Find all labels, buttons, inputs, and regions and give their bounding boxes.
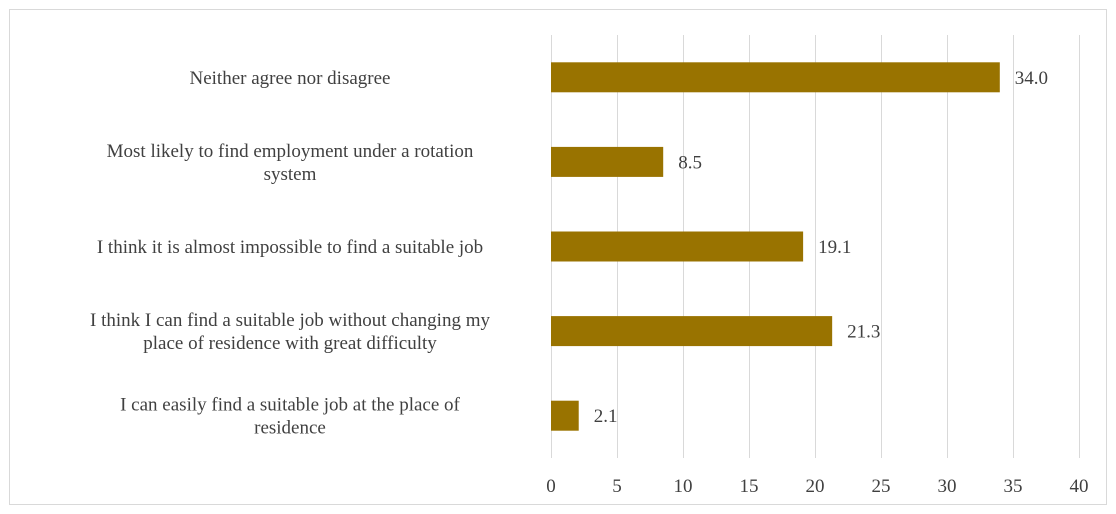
x-tick-label: 35 [1004,476,1023,497]
bar [551,316,833,347]
category-label: I can easily find a suitable job at the … [120,395,460,439]
category-label-line: Neither agree nor disagree [190,68,391,89]
category-label: Neither agree nor disagree [190,68,391,89]
category-label-line: I can easily find a suitable job at the … [120,395,460,416]
x-tick-label: 10 [674,476,693,497]
x-tick-label: 40 [1070,476,1089,497]
x-tick-label: 20 [806,476,825,497]
category-label: I think it is almost impossible to find … [97,237,483,258]
category-label-line: residence [254,418,326,439]
bar [551,400,579,431]
x-tick-label: 0 [546,476,556,497]
x-tick-label: 5 [612,476,622,497]
category-label-line: I think it is almost impossible to find … [97,237,483,258]
data-label: 8.5 [678,152,702,173]
bar [551,62,1000,93]
data-label: 2.1 [594,406,618,427]
data-label: 34.0 [1015,68,1048,89]
x-tick-label: 15 [740,476,759,497]
x-axis-tick-labels: 0 5 10 15 20 25 30 35 40 [546,476,1088,497]
category-label: I think I can find a suitable job withou… [90,310,490,354]
gridlines [551,35,1080,458]
category-label-line: I think I can find a suitable job withou… [90,310,490,331]
category-labels: Neither agree nor disagree Most likely to… [90,68,490,439]
data-labels: 34.0 8.5 19.1 21.3 2.1 [594,68,1048,427]
category-label-line: Most likely to find employment under a r… [107,141,474,162]
bar [551,146,664,177]
category-label: Most likely to find employment under a r… [107,141,474,185]
bars [551,62,1000,431]
bar [551,231,804,262]
chart-frame [9,9,1107,505]
data-label: 21.3 [847,322,880,343]
category-label-line: place of residence with great difficulty [143,333,437,354]
x-tick-label: 25 [872,476,891,497]
x-tick-label: 30 [938,476,957,497]
category-label-line: system [264,164,317,185]
data-label: 19.1 [818,237,851,258]
